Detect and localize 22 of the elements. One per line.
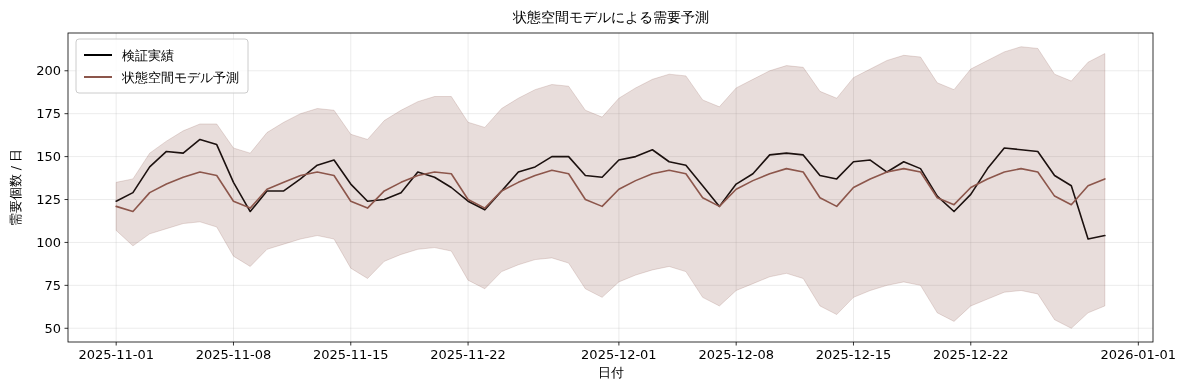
x-tick-label: 2025-11-22 [430, 347, 506, 362]
y-tick-label: 75 [44, 277, 61, 293]
line-series [115, 167, 1106, 213]
x-tick-label: 2025-11-08 [195, 347, 272, 362]
y-tick-label: 200 [36, 63, 61, 79]
y-tick-label: 125 [36, 192, 61, 208]
y-tick-label: 100 [36, 234, 61, 250]
x-tick-label: 2025-12-15 [815, 347, 892, 362]
x-tick-label: 2025-12-08 [698, 347, 774, 362]
y-tick-label: 150 [36, 149, 61, 165]
x-tick-label: 2025-11-01 [78, 347, 154, 362]
y-axis-title: 需要個数 / 日 [8, 148, 23, 227]
x-tick-label: 2025-12-22 [932, 347, 1009, 362]
x-tick-label: 2025-12-01 [581, 347, 657, 362]
x-tick-label: 2026-01-01 [1100, 347, 1177, 362]
y-tick-label: 50 [44, 320, 61, 336]
x-axis-title: 日付 [597, 365, 624, 380]
legend-label: 状態空間モデル予測 [121, 69, 239, 85]
chart-title: 状態空間モデルによる需要予測 [511, 9, 709, 25]
x-tick-label: 2025-11-15 [312, 347, 389, 362]
y-tick-label: 175 [36, 106, 61, 122]
legend-label: 検証実績 [122, 47, 174, 63]
